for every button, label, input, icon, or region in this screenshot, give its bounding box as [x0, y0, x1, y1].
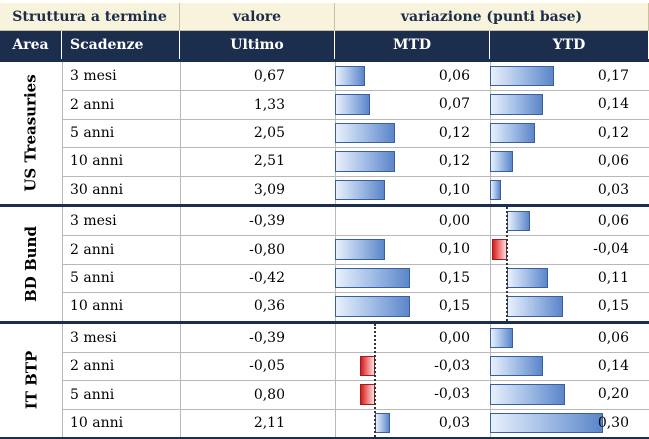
- mtd-bar: [335, 122, 395, 144]
- maturity-cell: 3 mesi: [70, 329, 117, 346]
- last-value-cell: 0,80: [253, 386, 285, 403]
- mtd-value: 0,00: [438, 213, 470, 229]
- mtd-value: 0,03: [438, 414, 470, 431]
- area-name: IT BTP: [22, 351, 40, 410]
- ytd-bar: [490, 151, 513, 172]
- row-divider: [62, 118, 649, 120]
- ytd-value: 0,12: [597, 124, 629, 141]
- mtd-bar: [335, 267, 410, 289]
- ytd-zero-axis: [506, 207, 508, 321]
- column-divider: [180, 62, 181, 204]
- mtd-zero-axis: [374, 323, 376, 438]
- last-value-cell: -0,42: [249, 269, 285, 286]
- row-divider: [62, 90, 649, 92]
- last-value-cell: -0,39: [249, 213, 285, 230]
- row-divider: [62, 235, 649, 237]
- row-divider: [62, 292, 649, 294]
- last-value-cell: -0,05: [249, 358, 285, 375]
- mtd-value: 0,12: [438, 124, 470, 141]
- mtd-value: 0,10: [438, 181, 470, 198]
- area-label: BD Bund: [0, 207, 62, 321]
- maturity-cell: 3 mesi: [70, 68, 117, 85]
- mtd-value: -0,03: [434, 386, 470, 403]
- ytd-value: -0,04: [593, 241, 629, 258]
- ytd-value: 0,15: [597, 298, 629, 315]
- col-area-header: Area: [0, 31, 62, 59]
- mtd-value: 0,15: [438, 269, 470, 286]
- mtd-bar: [335, 151, 395, 172]
- last-value-cell: -0,39: [249, 329, 285, 346]
- header-change-bp: variazione (punti base): [335, 3, 649, 31]
- ytd-bar: [490, 356, 543, 377]
- maturity-cell: 5 anni: [70, 386, 115, 403]
- last-value-cell: 2,51: [253, 153, 285, 170]
- maturity-cell: 30 anni: [70, 181, 124, 198]
- mtd-bar: [335, 239, 385, 260]
- row-divider: [62, 352, 649, 353]
- last-value-cell: 3,09: [253, 181, 285, 198]
- ytd-value: 0,03: [597, 181, 629, 198]
- group-separator: [0, 204, 649, 207]
- area-label: US Treasuries: [0, 62, 62, 204]
- mtd-value: -0,03: [434, 358, 470, 374]
- col-last-header: Ultimo: [180, 31, 335, 59]
- maturity-cell: 5 anni: [70, 124, 115, 141]
- ytd-value: 0,11: [597, 269, 629, 286]
- ytd-value: 0,06: [597, 153, 629, 170]
- column-divider: [62, 62, 63, 204]
- col-mtd-header: MTD: [335, 31, 490, 59]
- row-divider: [62, 408, 649, 410]
- mtd-value: 0,06: [438, 68, 470, 84]
- maturity-cell: 2 anni: [70, 96, 115, 113]
- mtd-bar: [335, 296, 410, 317]
- ytd-bar: [490, 179, 502, 200]
- area-name: US Treasuries: [22, 74, 40, 192]
- mtd-value: 0,15: [438, 298, 470, 315]
- row-divider: [62, 147, 649, 149]
- ytd-value: 0,17: [597, 68, 629, 84]
- ytd-value: 0,06: [597, 213, 629, 229]
- mtd-value: 0,10: [438, 241, 470, 258]
- header-value: valore: [180, 3, 335, 31]
- mtd-value: 0,00: [438, 329, 470, 346]
- last-value-cell: -0,80: [249, 241, 285, 258]
- mtd-bar: [335, 66, 365, 87]
- col-maturity-header: Scadenze: [62, 31, 180, 59]
- maturity-cell: 5 anni: [70, 269, 115, 286]
- ytd-bar: [490, 94, 543, 115]
- row-divider: [62, 380, 649, 382]
- mtd-bar: [335, 94, 370, 115]
- maturity-cell: 10 anni: [70, 414, 124, 431]
- maturity-cell: 2 anni: [70, 241, 115, 258]
- ytd-value: 0,30: [597, 414, 629, 431]
- ytd-bar: [490, 122, 535, 144]
- group-separator: [0, 320, 649, 324]
- ytd-value: 0,14: [597, 358, 629, 374]
- header-term-structure: Struttura a termine: [0, 3, 180, 31]
- mtd-value: 0,07: [438, 96, 470, 113]
- ytd-value: 0,06: [597, 329, 629, 346]
- row-divider: [62, 263, 649, 265]
- ytd-value: 0,14: [597, 96, 629, 113]
- area-name: BD Bund: [22, 225, 41, 302]
- mtd-bar: [335, 179, 385, 200]
- maturity-cell: 3 mesi: [70, 213, 117, 230]
- area-label: IT BTP: [0, 324, 62, 438]
- maturity-cell: 10 anni: [70, 298, 124, 315]
- ytd-bar: [490, 327, 513, 348]
- col-ytd-header: YTD: [490, 31, 649, 59]
- ytd-bar: [490, 66, 554, 87]
- ytd-value: 0,20: [597, 386, 629, 403]
- last-value-cell: 2,11: [253, 414, 285, 431]
- mtd-value: 0,12: [438, 153, 470, 170]
- maturity-cell: 10 anni: [70, 153, 124, 170]
- group-separator: [0, 59, 649, 62]
- last-value-cell: 0,36: [253, 298, 285, 315]
- maturity-cell: 2 anni: [70, 358, 115, 375]
- last-value-cell: 2,05: [253, 124, 285, 141]
- row-divider: [62, 175, 649, 177]
- ytd-bar: [490, 384, 565, 405]
- last-value-cell: 0,67: [253, 68, 285, 85]
- last-value-cell: 1,33: [253, 96, 285, 113]
